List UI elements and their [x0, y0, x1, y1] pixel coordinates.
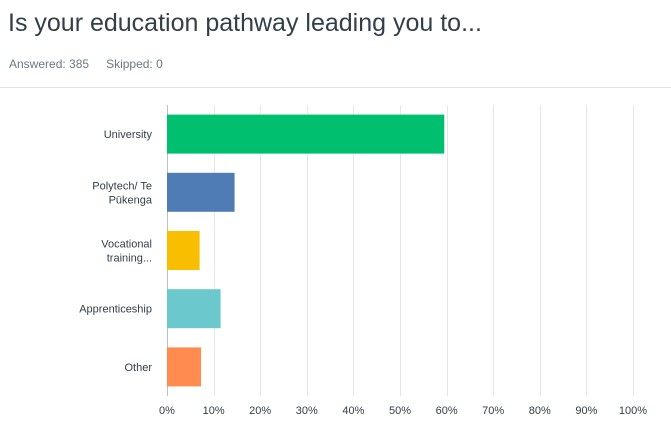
bar [167, 289, 221, 329]
bar [167, 172, 235, 212]
bar [167, 231, 200, 270]
x-tick-label: 40% [342, 405, 364, 417]
response-stats: Answered: 385 Skipped: 0 [9, 57, 163, 71]
x-tick-label: 50% [389, 405, 411, 417]
x-tick-label: 20% [249, 405, 271, 417]
x-tick-label: 80% [529, 405, 551, 417]
category-label: Vocational [101, 239, 152, 251]
header-divider [0, 87, 671, 88]
bar [167, 114, 445, 154]
x-tick-label: 60% [436, 405, 458, 417]
category-label: training... [107, 253, 152, 265]
category-label: Apprenticeship [79, 304, 152, 316]
x-tick-label: 30% [296, 405, 318, 417]
category-label: Pūkenga [109, 194, 153, 206]
bar [167, 347, 202, 387]
question-title: Is your education pathway leading you to… [8, 9, 482, 37]
category-label: University [104, 129, 153, 141]
x-tick-label: 10% [203, 405, 225, 417]
x-tick-label: 100% [619, 405, 647, 417]
x-tick-label: 0% [159, 405, 175, 417]
skipped-count: Skipped: 0 [106, 57, 163, 71]
answered-count: Answered: 385 [9, 57, 90, 71]
x-tick-label: 70% [482, 405, 504, 417]
category-label: Polytech/ Te [92, 180, 152, 192]
x-tick-label: 90% [575, 405, 597, 417]
category-label: Other [124, 362, 152, 374]
